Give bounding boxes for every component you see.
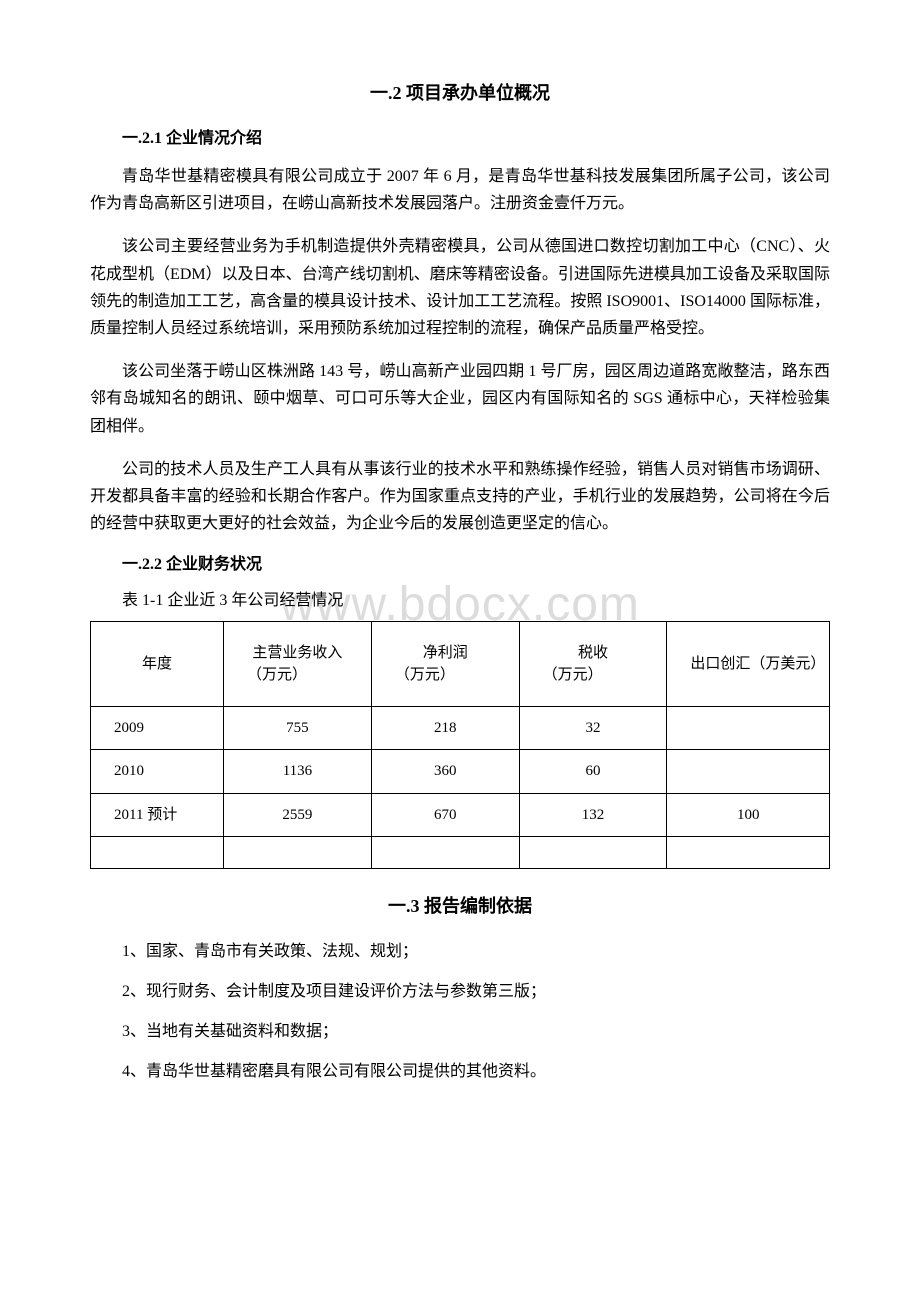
- table-row-empty: [91, 837, 830, 869]
- th-profit-unit: （万元）: [380, 664, 511, 687]
- document-content: 一.2 项目承办单位概况 一.2.1 企业情况介绍 青岛华世基精密模具有限公司成…: [90, 80, 830, 1084]
- cell-empty: [667, 837, 830, 869]
- th-revenue-label: 主营业务收入: [232, 642, 363, 665]
- cell-export: [667, 706, 830, 750]
- th-revenue-unit: （万元）: [232, 664, 363, 687]
- paragraph-4: 公司的技术人员及生产工人具有从事该行业的技术水平和熟练操作经验，销售人员对销售市…: [90, 456, 830, 538]
- th-profit-label: 净利润: [380, 642, 511, 665]
- th-export: 出口创汇（万美元）: [667, 622, 830, 707]
- th-revenue: 主营业务收入 （万元）: [224, 622, 372, 707]
- cell-year: 2009: [91, 706, 224, 750]
- th-tax-label: 税收: [528, 642, 659, 665]
- th-tax: 税收 （万元）: [519, 622, 667, 707]
- cell-empty: [519, 837, 667, 869]
- table-header-row: 年度 主营业务收入 （万元） 净利润 （万元） 税收 （万元） 出口创汇（万美元…: [91, 622, 830, 707]
- cell-year: 2011 预计: [91, 793, 224, 837]
- cell-export: [667, 750, 830, 794]
- section-1-3-title: 一.3 报告编制依据: [90, 893, 830, 920]
- cell-revenue: 1136: [224, 750, 372, 794]
- th-year-label: 年度: [99, 653, 215, 676]
- section-1-2-2-title: 一.2.2 企业财务状况: [90, 553, 830, 577]
- table-row: 2011 预计 2559 670 132 100: [91, 793, 830, 837]
- th-export-label: 出口创汇（万美元）: [675, 653, 821, 676]
- table-row: 2010 1136 360 60: [91, 750, 830, 794]
- cell-empty: [371, 837, 519, 869]
- cell-tax: 60: [519, 750, 667, 794]
- list-item: 3、当地有关基础资料和数据；: [90, 1020, 830, 1044]
- th-profit: 净利润 （万元）: [371, 622, 519, 707]
- list-item: 2、现行财务、会计制度及项目建设评价方法与参数第三版；: [90, 980, 830, 1004]
- cell-profit: 218: [371, 706, 519, 750]
- th-year: 年度: [91, 622, 224, 707]
- cell-export: 100: [667, 793, 830, 837]
- cell-revenue: 2559: [224, 793, 372, 837]
- th-tax-unit: （万元）: [528, 664, 659, 687]
- table-row: 2009 755 218 32: [91, 706, 830, 750]
- section-1-2-title: 一.2 项目承办单位概况: [90, 80, 830, 107]
- cell-empty: [224, 837, 372, 869]
- paragraph-3: 该公司坐落于崂山区株洲路 143 号，崂山高新产业园四期 1 号厂房，园区周边道…: [90, 358, 830, 440]
- cell-empty: [91, 837, 224, 869]
- cell-profit: 670: [371, 793, 519, 837]
- cell-tax: 32: [519, 706, 667, 750]
- list-item: 1、国家、青岛市有关政策、法规、规划；: [90, 940, 830, 964]
- section-1-2-1-title: 一.2.1 企业情况介绍: [90, 127, 830, 151]
- table-caption: 表 1-1 企业近 3 年公司经营情况: [90, 589, 830, 613]
- cell-year: 2010: [91, 750, 224, 794]
- cell-revenue: 755: [224, 706, 372, 750]
- paragraph-2: 该公司主要经营业务为手机制造提供外壳精密模具，公司从德国进口数控切割加工中心（C…: [90, 233, 830, 342]
- financial-table: 年度 主营业务收入 （万元） 净利润 （万元） 税收 （万元） 出口创汇（万美元…: [90, 621, 830, 869]
- paragraph-1: 青岛华世基精密模具有限公司成立于 2007 年 6 月，是青岛华世基科技发展集团…: [90, 163, 830, 217]
- list-item: 4、青岛华世基精密磨具有限公司有限公司提供的其他资料。: [90, 1060, 830, 1084]
- cell-tax: 132: [519, 793, 667, 837]
- cell-profit: 360: [371, 750, 519, 794]
